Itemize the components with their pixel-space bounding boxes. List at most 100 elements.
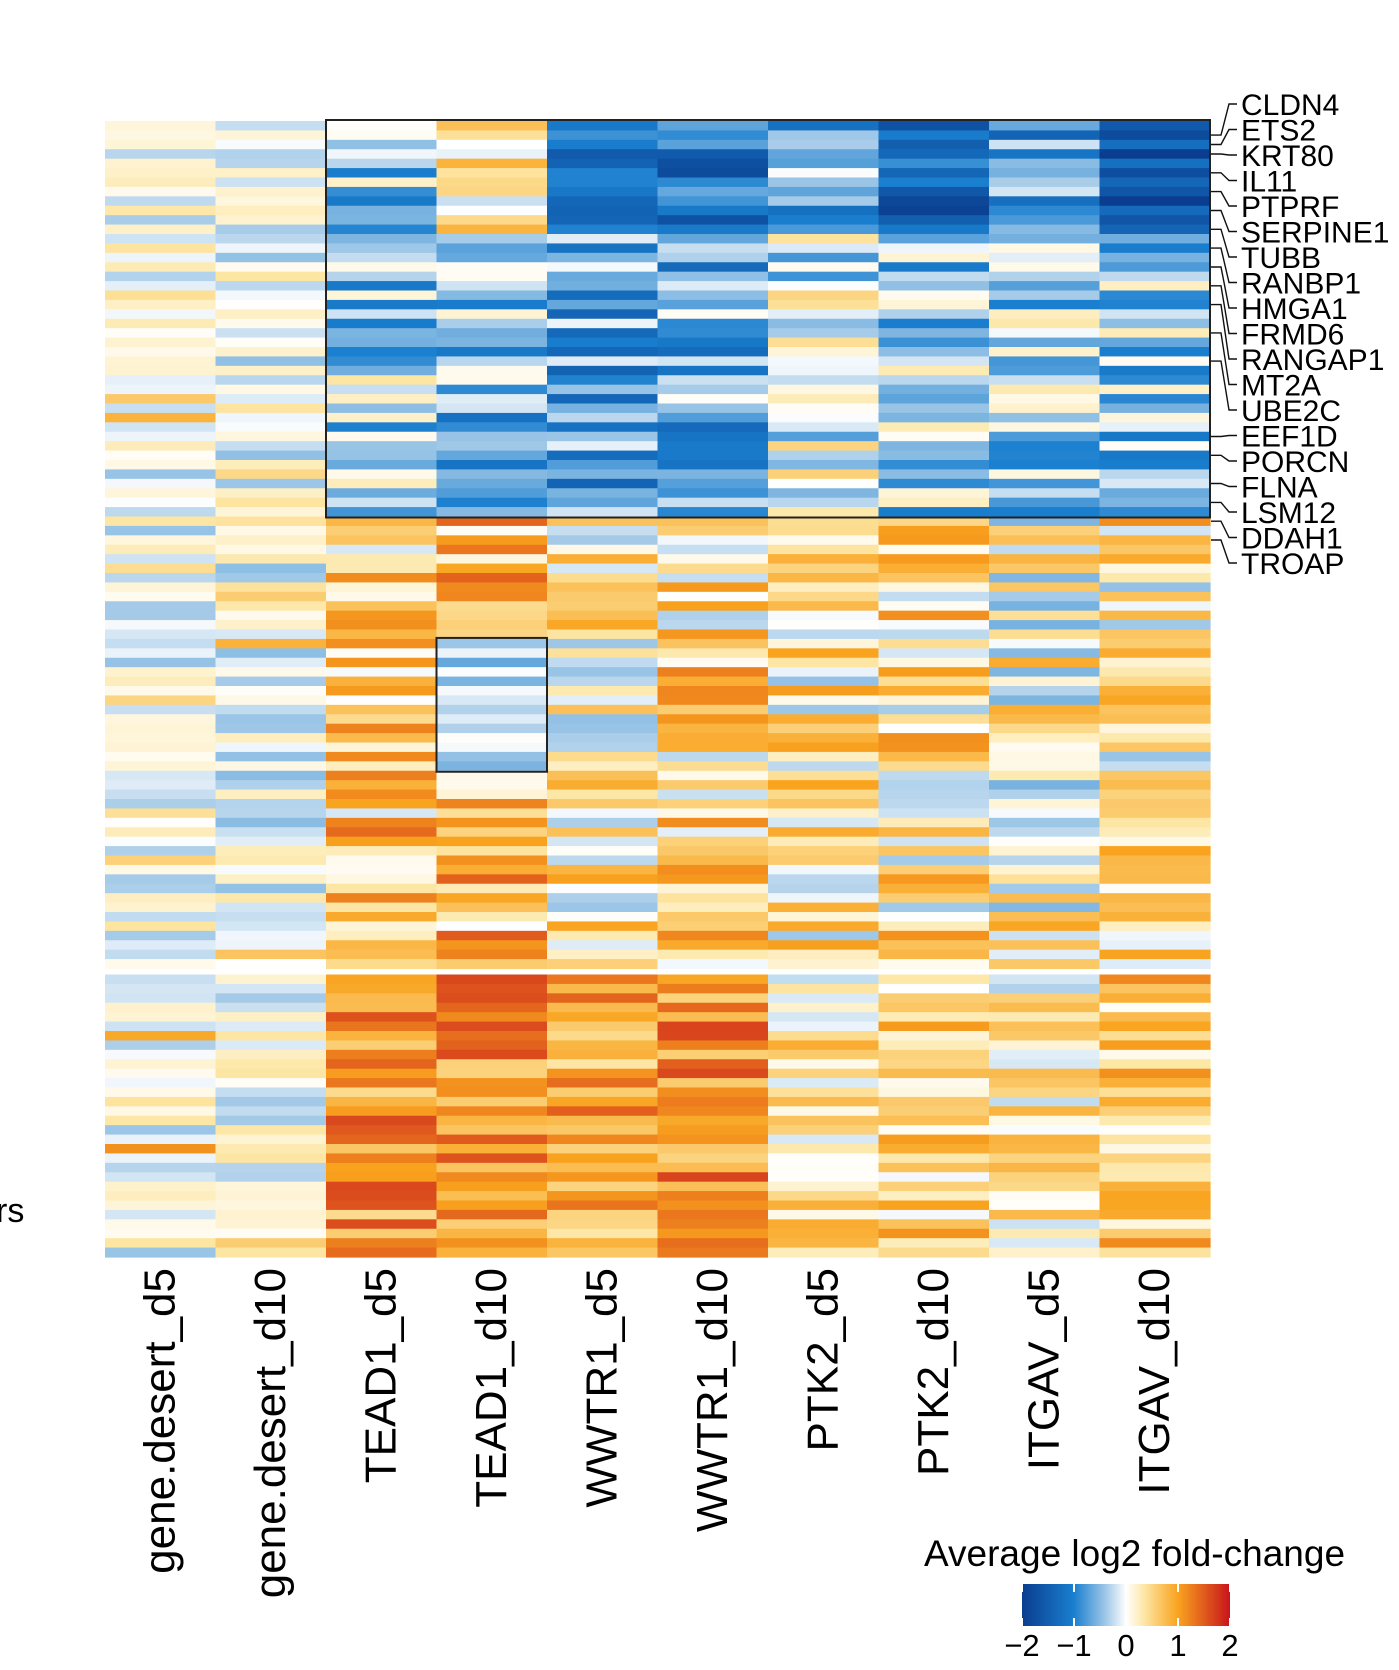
heatmap-cell xyxy=(989,921,1101,932)
heatmap-cell xyxy=(989,1115,1101,1126)
heatmap-cell xyxy=(547,516,659,527)
heatmap-cell xyxy=(1099,808,1211,819)
heatmap-cell xyxy=(326,789,438,800)
heatmap-cell xyxy=(657,563,769,574)
heatmap-cell xyxy=(878,1134,990,1145)
heatmap-cell xyxy=(1099,780,1211,791)
heatmap-cell xyxy=(878,610,990,621)
heatmap-cell xyxy=(878,648,990,659)
heatmap-cell xyxy=(1099,983,1211,994)
heatmap-cell xyxy=(547,139,659,150)
heatmap-cell xyxy=(878,394,990,405)
legend-tick-label: 2 xyxy=(1221,1628,1238,1663)
heatmap-cell xyxy=(547,912,659,923)
heatmap-cell xyxy=(768,1002,880,1013)
heatmap-cell xyxy=(105,394,217,405)
heatmap-cell xyxy=(215,893,327,904)
heatmap-cell xyxy=(326,168,438,179)
heatmap-cell xyxy=(105,789,217,800)
heatmap-cell xyxy=(547,1106,659,1117)
heatmap-cell xyxy=(657,648,769,659)
heatmap-cell xyxy=(878,1238,990,1249)
heatmap-cell xyxy=(768,686,880,697)
heatmap-cell xyxy=(1099,356,1211,367)
heatmap-cell xyxy=(105,460,217,471)
heatmap-cell xyxy=(878,733,990,744)
heatmap-cell xyxy=(326,864,438,875)
heatmap-cell xyxy=(657,686,769,697)
heatmap-cell xyxy=(657,902,769,913)
heatmap-cell xyxy=(657,205,769,216)
heatmap-cell xyxy=(657,535,769,546)
heatmap-cell xyxy=(657,582,769,593)
heatmap-cell xyxy=(878,1040,990,1051)
heatmap-cell xyxy=(989,1172,1101,1183)
heatmap-cell xyxy=(1099,544,1211,555)
heatmap-cell xyxy=(215,770,327,781)
heatmap-cell xyxy=(436,620,548,631)
heatmap-cell xyxy=(436,930,548,941)
heatmap-cell xyxy=(215,356,327,367)
heatmap-cell xyxy=(436,1078,548,1089)
heatmap-cell xyxy=(105,1106,217,1117)
heatmap-cell xyxy=(878,1078,990,1089)
heatmap-cell xyxy=(1099,186,1211,197)
gene-connector-line xyxy=(1211,482,1237,488)
heatmap-cell xyxy=(878,328,990,339)
heatmap-cell xyxy=(1099,1200,1211,1211)
heatmap-cell xyxy=(878,780,990,791)
heatmap-cell xyxy=(105,252,217,263)
heatmap-cell xyxy=(326,1021,438,1032)
heatmap-cell xyxy=(657,827,769,838)
heatmap-cell xyxy=(768,525,880,536)
heatmap-cell xyxy=(878,356,990,367)
heatmap-cell xyxy=(215,243,327,254)
heatmap-cell xyxy=(1099,959,1211,970)
heatmap-cell xyxy=(1099,1144,1211,1155)
heatmap-cell xyxy=(105,993,217,1004)
heatmap-cell xyxy=(105,262,217,273)
heatmap-cell xyxy=(878,460,990,471)
heatmap-cell xyxy=(878,412,990,423)
heatmap-cell xyxy=(105,686,217,697)
heatmap-cell xyxy=(105,384,217,395)
heatmap-cell xyxy=(989,1096,1101,1107)
heatmap-cell xyxy=(768,1153,880,1164)
heatmap-cell xyxy=(878,789,990,800)
heatmap-cell xyxy=(657,714,769,725)
heatmap-cell xyxy=(547,761,659,772)
heatmap-cell xyxy=(215,855,327,866)
heatmap-cell xyxy=(768,563,880,574)
heatmap-cell xyxy=(547,959,659,970)
heatmap-cell xyxy=(547,1059,659,1070)
heatmap-cell xyxy=(1099,864,1211,875)
heatmap-cell xyxy=(215,686,327,697)
heatmap-cell xyxy=(878,974,990,985)
heatmap-cell xyxy=(878,949,990,960)
heatmap-cell xyxy=(436,629,548,640)
heatmap-cell xyxy=(657,855,769,866)
heatmap-cell xyxy=(989,281,1101,292)
heatmap-cell xyxy=(878,450,990,461)
heatmap-cell xyxy=(878,893,990,904)
heatmap-cell xyxy=(768,1049,880,1060)
heatmap-cell xyxy=(878,121,990,132)
heatmap-cell xyxy=(436,974,548,985)
heatmap-cell xyxy=(989,328,1101,339)
heatmap-cell xyxy=(1099,601,1211,612)
heatmap-cell xyxy=(1099,993,1211,1004)
heatmap-cell xyxy=(547,940,659,951)
heatmap-cell xyxy=(1099,1209,1211,1220)
heatmap-cell xyxy=(436,563,548,574)
heatmap-cell xyxy=(326,224,438,235)
heatmap-cell xyxy=(105,1247,217,1258)
heatmap-cell xyxy=(215,974,327,985)
heatmap-cell xyxy=(105,525,217,536)
heatmap-cell xyxy=(105,940,217,951)
heatmap-cell xyxy=(326,422,438,433)
heatmap-cell xyxy=(105,855,217,866)
heatmap-cell xyxy=(105,431,217,442)
heatmap-cell xyxy=(547,667,659,678)
gene-label: CLDN4 xyxy=(1241,89,1339,122)
heatmap-cell xyxy=(326,1115,438,1126)
